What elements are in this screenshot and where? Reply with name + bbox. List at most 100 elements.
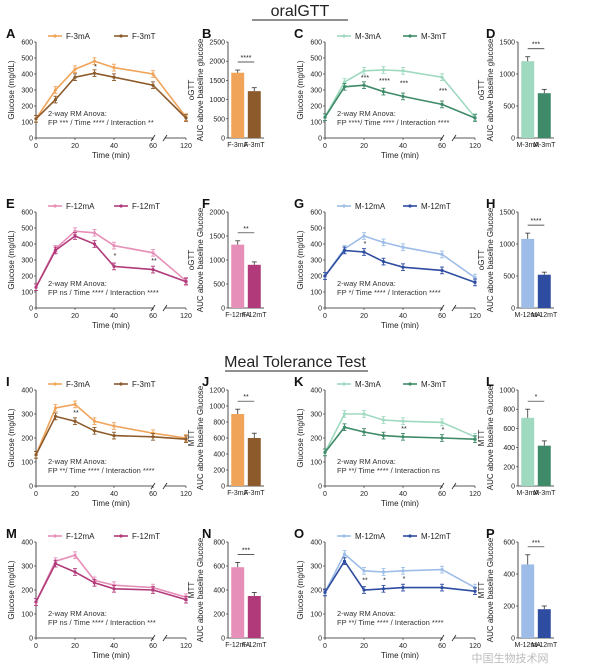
data-point	[73, 229, 77, 233]
x-tick-label: 0	[34, 643, 38, 650]
data-point	[73, 570, 77, 574]
panel-label: E	[6, 196, 15, 211]
anova-result: FP ns / Time **** / Interaction ***	[48, 618, 156, 627]
y-tick-label: 600	[213, 436, 225, 443]
y-tick-label: 600	[213, 564, 225, 571]
y-tick-label: 300	[21, 412, 33, 419]
y-tick-label: 0	[318, 306, 322, 313]
anova-title: 2-way RM Anova:	[337, 279, 396, 288]
y-tick-label: 0	[511, 306, 515, 313]
y-tick-label: 0	[29, 306, 33, 313]
data-point	[34, 600, 38, 604]
significance-stars: *	[535, 394, 538, 401]
x-tick-label: 120	[469, 143, 481, 150]
y-axis-side-label: MTT	[477, 430, 486, 447]
y-tick-label: 300	[310, 412, 322, 419]
y-tick-label: 100	[310, 612, 322, 619]
panel-label: D	[486, 26, 495, 41]
y-tick-label: 800	[213, 540, 225, 547]
data-point	[92, 419, 97, 423]
significance-stars: ***	[439, 88, 447, 95]
y-tick-label: 400	[21, 72, 33, 79]
category-label: F-3mA	[227, 142, 248, 149]
legend-marker	[119, 382, 123, 386]
axis-break-mark	[451, 304, 457, 312]
data-point	[381, 260, 386, 264]
significance-stars: ***	[361, 75, 369, 82]
data-point	[323, 590, 327, 595]
significance-stars: **	[401, 426, 407, 433]
x-tick-label: 60	[438, 143, 446, 150]
axis-break-mark	[162, 634, 168, 642]
x-axis-label: Time (min)	[92, 151, 130, 160]
panel-label: F	[202, 196, 210, 211]
y-tick-label: 100	[21, 460, 33, 467]
y-tick-label: 200	[503, 604, 515, 611]
significance-stars: ***	[532, 540, 540, 547]
legend-marker	[53, 204, 57, 208]
data-point	[401, 419, 405, 423]
panel-d: D 0 500 1000 1500 AUC above baseline glucoseo…	[477, 26, 556, 149]
y-tick-label: 1000	[499, 388, 515, 395]
x-tick-label: 60	[438, 313, 446, 320]
bar-f-3mt	[247, 91, 261, 138]
anova-title: 2-way RM Anova:	[337, 109, 396, 118]
y-tick-label: 600	[310, 210, 322, 217]
category-label: M-3mT	[533, 142, 556, 149]
legend-marker	[408, 382, 412, 386]
category-label: M-12mT	[531, 642, 558, 649]
x-tick-label: 40	[110, 643, 118, 650]
y-tick-label: 1000	[209, 404, 225, 411]
y-tick-label: 600	[503, 426, 515, 433]
x-tick-label: 20	[71, 313, 79, 320]
data-point	[401, 586, 405, 590]
y-tick-label: 0	[318, 484, 322, 491]
y-axis-side-label: MTT	[477, 582, 486, 599]
y-axis-label: AUC above baseline Glucose	[486, 537, 495, 642]
legend-marker	[53, 534, 57, 538]
x-tick-label: 60	[438, 491, 446, 498]
x-tick-label: 20	[360, 643, 368, 650]
bar-m-3mt	[537, 93, 551, 138]
data-point	[92, 581, 97, 585]
category-label: F-3mT	[244, 142, 265, 149]
x-tick-label: 0	[323, 491, 327, 498]
axis-break-mark	[162, 134, 168, 142]
category-label: F-12mT	[242, 312, 267, 319]
data-point	[362, 69, 366, 73]
data-point	[401, 245, 405, 249]
y-tick-label: 0	[318, 136, 322, 143]
data-point	[323, 115, 327, 119]
data-point	[92, 429, 97, 433]
y-tick-label: 200	[503, 464, 515, 471]
y-tick-label: 300	[310, 88, 322, 95]
panel-p: P 0 200 400 600 AUC above baseline GlucoseMTT…	[477, 526, 558, 649]
panel-label: G	[294, 196, 304, 211]
x-tick-label: 0	[323, 643, 327, 650]
significance-stars: ****	[241, 55, 252, 62]
y-tick-label: 300	[310, 258, 322, 265]
data-point	[53, 562, 58, 566]
data-point	[73, 234, 77, 238]
bar-f-12ma	[231, 567, 245, 638]
data-point	[53, 88, 58, 92]
data-point	[342, 412, 347, 416]
x-axis-label: Time (min)	[381, 151, 419, 160]
panel-c: C 0 100 200 300 400 500 600 0 20 40 60 120 Time (min)…	[294, 26, 481, 160]
category-label: M-3mT	[533, 490, 556, 497]
y-tick-label: 400	[21, 388, 33, 395]
legend-marker	[342, 382, 346, 386]
anova-result: FP ****/ Time **** / Interaction ****	[337, 118, 449, 127]
panel-label: A	[6, 26, 16, 41]
data-point	[73, 402, 77, 406]
y-tick-label: 0	[511, 484, 515, 491]
legend-marker	[408, 34, 412, 38]
y-tick-label: 2000	[209, 59, 225, 66]
significance-stars: *	[364, 241, 367, 248]
y-tick-label: 200	[21, 436, 33, 443]
y-tick-label: 0	[29, 636, 33, 643]
y-tick-label: 500	[213, 282, 225, 289]
data-point	[53, 406, 58, 410]
anova-title: 2-way RM Anova:	[337, 457, 396, 466]
